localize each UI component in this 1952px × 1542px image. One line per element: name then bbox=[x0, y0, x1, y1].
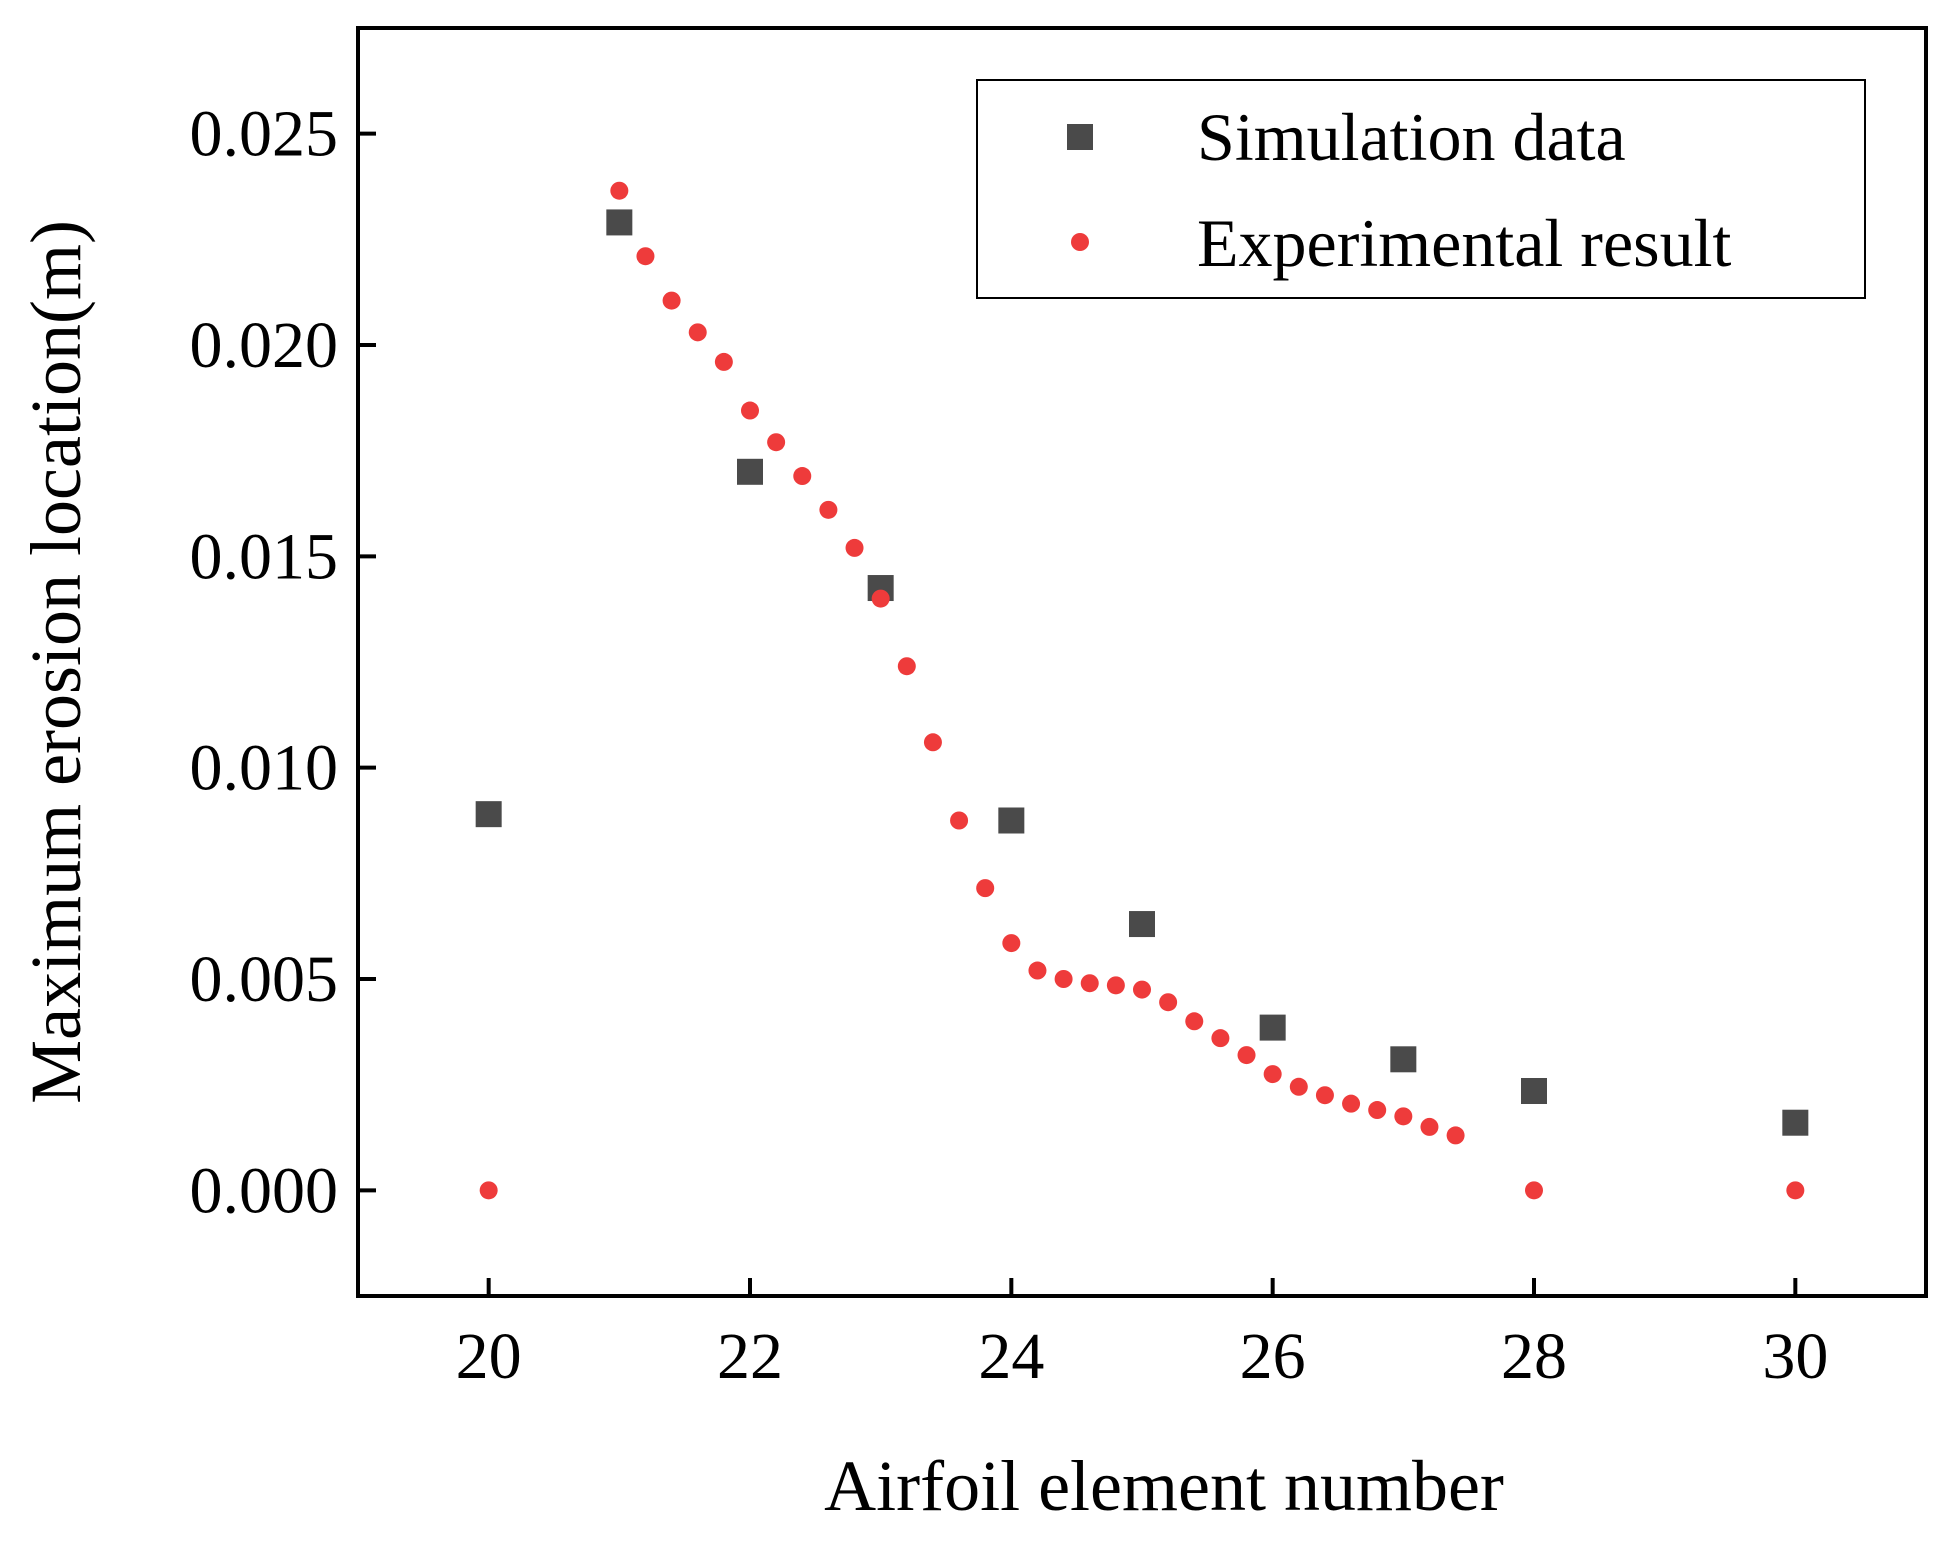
plot-frame bbox=[356, 26, 1928, 1298]
simulation-point bbox=[606, 209, 633, 236]
experimental-point bbox=[1002, 934, 1021, 953]
experimental-point bbox=[1237, 1046, 1256, 1065]
experimental-point bbox=[636, 247, 655, 266]
legend-label-experimental: Experimental result bbox=[1197, 205, 1731, 281]
experimental-point bbox=[1394, 1107, 1413, 1126]
y-axis-title: Maximum erosion location(m) bbox=[16, 220, 96, 1104]
simulation-point bbox=[1390, 1046, 1417, 1073]
experimental-point bbox=[1289, 1077, 1308, 1096]
experimental-point bbox=[1525, 1181, 1543, 1200]
simulation-point bbox=[737, 458, 763, 485]
experimental-point bbox=[714, 352, 733, 371]
experimental-point bbox=[950, 811, 969, 830]
experimental-point bbox=[662, 291, 681, 310]
experimental-point bbox=[871, 589, 890, 608]
experimental-point bbox=[1315, 1086, 1334, 1105]
experimental-point bbox=[1342, 1094, 1361, 1113]
experimental-point bbox=[1446, 1126, 1465, 1145]
experimental-point bbox=[923, 733, 942, 752]
simulation-point bbox=[1129, 911, 1155, 938]
y-tick-label: 0.015 bbox=[190, 520, 339, 593]
legend-box bbox=[976, 79, 1866, 299]
experimental-point bbox=[845, 538, 864, 557]
experimental-point bbox=[1106, 976, 1125, 995]
x-tick-label: 22 bbox=[717, 1320, 783, 1393]
legend-marker-simulation bbox=[1067, 124, 1093, 150]
y-tick-label: 0.000 bbox=[190, 1154, 339, 1227]
simulation-point bbox=[1521, 1078, 1547, 1105]
experimental-point bbox=[1028, 961, 1047, 980]
legend-label-simulation: Simulation data bbox=[1197, 99, 1626, 175]
experimental-point bbox=[793, 467, 812, 486]
experimental-point bbox=[1368, 1101, 1387, 1120]
experimental-point bbox=[897, 657, 916, 676]
experimental-point bbox=[1211, 1029, 1230, 1048]
experimental-point bbox=[819, 500, 838, 519]
x-tick-label: 20 bbox=[456, 1320, 522, 1393]
experimental-point bbox=[610, 181, 629, 200]
legend: Simulation data Experimental result bbox=[976, 79, 1866, 299]
x-tick-label: 24 bbox=[978, 1320, 1044, 1393]
simulation-point bbox=[998, 807, 1025, 834]
series-simulation bbox=[475, 209, 1809, 1136]
experimental-point bbox=[479, 1181, 498, 1200]
x-tick-label: 26 bbox=[1240, 1320, 1306, 1393]
y-axis-ticks: 0.000 0.005 0.010 0.015 0.020 0.025 bbox=[190, 98, 376, 1227]
x-tick-label: 30 bbox=[1762, 1320, 1828, 1393]
x-axis-title: Airfoil element number bbox=[824, 1446, 1504, 1526]
experimental-point bbox=[1133, 980, 1151, 999]
experimental-point bbox=[688, 323, 707, 342]
experimental-point bbox=[1054, 970, 1073, 988]
simulation-point bbox=[1782, 1109, 1809, 1136]
y-tick-label: 0.020 bbox=[190, 309, 339, 382]
experimental-point bbox=[1159, 993, 1178, 1012]
experimental-point bbox=[1786, 1181, 1805, 1200]
experimental-point bbox=[1420, 1117, 1439, 1136]
y-tick-label: 0.005 bbox=[190, 943, 339, 1016]
series-experimental bbox=[479, 181, 1805, 1200]
experimental-point bbox=[1263, 1065, 1282, 1084]
x-axis-ticks: 20 22 24 26 28 30 bbox=[456, 1278, 1828, 1393]
experimental-point bbox=[1185, 1012, 1204, 1031]
x-tick-label: 28 bbox=[1501, 1320, 1567, 1393]
y-tick-label: 0.025 bbox=[190, 98, 339, 171]
experimental-point bbox=[767, 433, 786, 452]
experimental-point bbox=[741, 401, 759, 420]
simulation-point bbox=[1259, 1014, 1286, 1041]
legend-marker-experimental bbox=[1071, 233, 1089, 251]
experimental-point bbox=[976, 879, 995, 898]
experimental-point bbox=[1080, 974, 1099, 993]
y-tick-label: 0.010 bbox=[190, 732, 339, 805]
simulation-point bbox=[475, 801, 502, 828]
series-layer bbox=[475, 181, 1809, 1200]
